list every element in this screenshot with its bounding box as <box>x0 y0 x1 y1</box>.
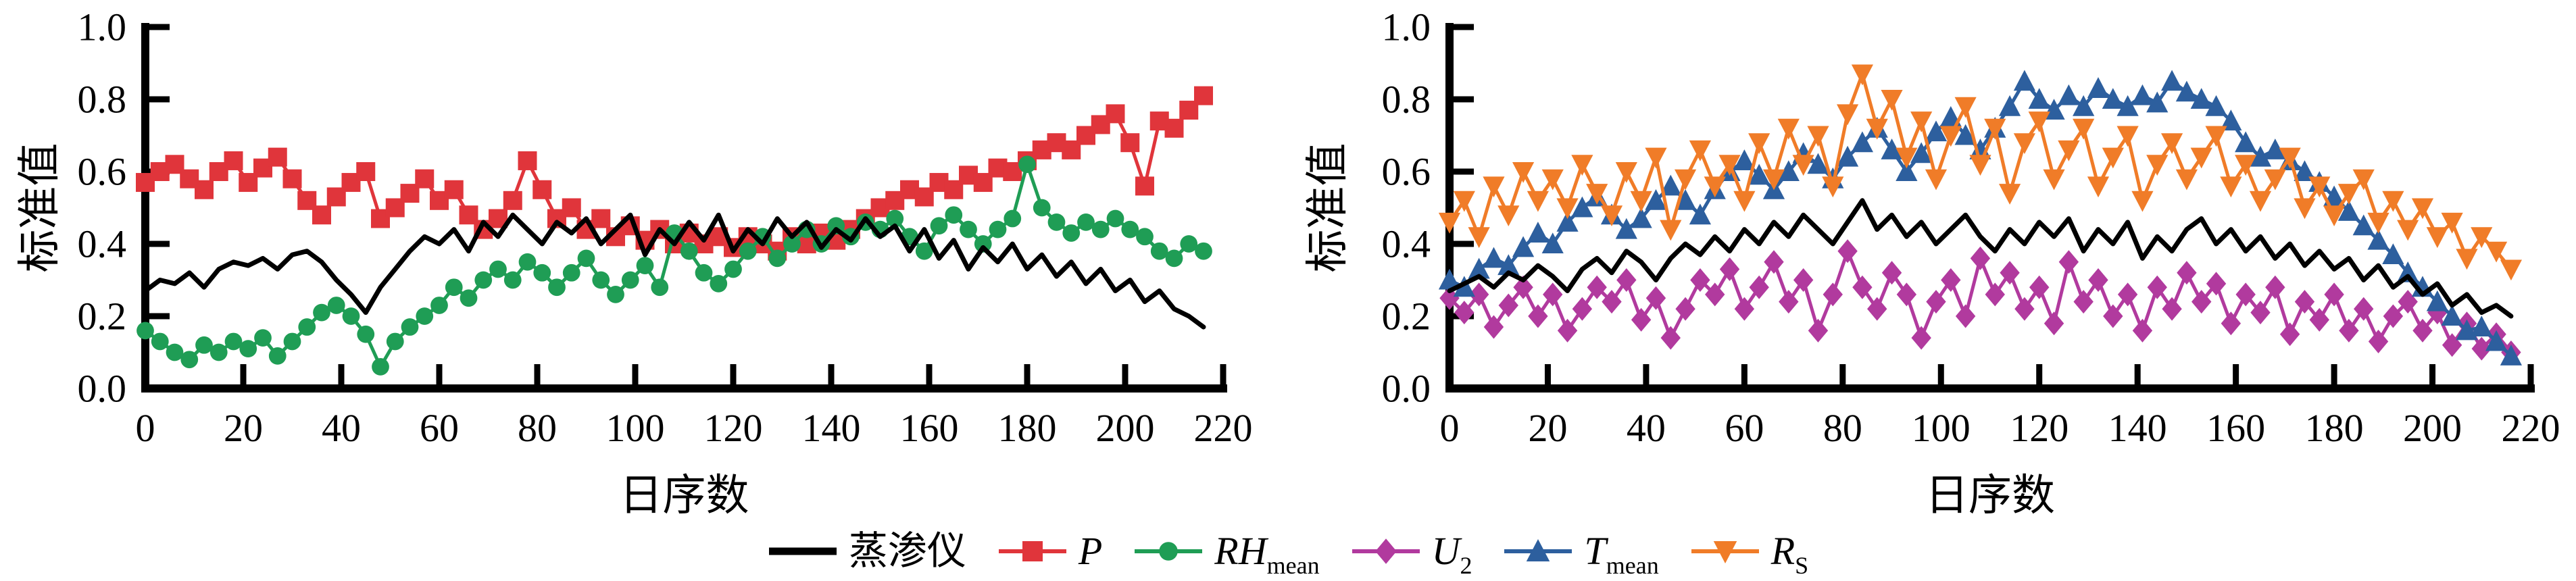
legend-item-U_2: U2 <box>1351 529 1472 579</box>
series-R_S <box>1438 64 2523 281</box>
legend-item-RH_mean: RHmean <box>1133 529 1320 579</box>
series-RH_mean <box>137 155 1212 376</box>
series-T_mean-markers <box>1438 70 2523 365</box>
y-tick-label: 1.0 <box>78 5 127 49</box>
legend-item-lysimeter: 蒸渗仪 <box>768 531 966 572</box>
x-tick-label: 200 <box>2403 406 2462 450</box>
y-tick-label: 0.8 <box>1382 78 1431 122</box>
legend-item-T_mean: Tmean <box>1503 529 1659 579</box>
series-蒸渗仪-line <box>1447 198 2514 319</box>
x-tick-label: 140 <box>2108 406 2167 450</box>
axes: 0.0 0.2 0.4 0.6 0.8 1.0 0 20 40 60 80 100 120 140 160 1… <box>1382 5 2560 450</box>
legend-item-R_S: RS <box>1690 529 1809 579</box>
x-tick-label: 200 <box>1096 406 1155 450</box>
x-tick-label: 60 <box>1725 406 1764 450</box>
series-T_mean <box>1438 70 2523 365</box>
y-axis-title: 标准值 <box>1304 143 1352 273</box>
x-tick-label: 220 <box>1194 406 1253 450</box>
y-tick-label: 0.4 <box>78 222 127 266</box>
series-U_2 <box>1439 239 2521 364</box>
x-tick-label: 140 <box>802 406 861 450</box>
y-tick-label: 1.0 <box>1382 5 1431 49</box>
x-tick-label: 20 <box>224 406 263 450</box>
series-U_2-markers <box>1439 239 2521 364</box>
legend-label: RS <box>1770 529 1809 579</box>
series-R_S-markers <box>1438 64 2523 281</box>
y-tick-label: 0.4 <box>1382 222 1431 266</box>
legend-label: U2 <box>1431 529 1472 579</box>
x-tick-label: 120 <box>704 406 763 450</box>
x-axis-title: 日序数 <box>620 472 749 520</box>
series-蒸渗仪-line <box>143 212 1206 330</box>
x-tick-label: 180 <box>2305 406 2364 450</box>
y-tick-label: 0.6 <box>1382 150 1431 194</box>
legend-label: RHmean <box>1214 529 1320 579</box>
diamond-marker-icon <box>1352 538 1420 564</box>
legend-label: 蒸渗仪 <box>848 529 966 573</box>
x-tick-label: 60 <box>420 406 459 450</box>
triangle-down-marker-icon <box>1691 541 1759 563</box>
axes: 0.0 0.2 0.4 0.6 0.8 1.0 0 20 40 60 80 100 120 140 160 1… <box>78 5 1253 450</box>
x-tick-label: 40 <box>322 406 361 450</box>
legend-label: P <box>1078 529 1103 573</box>
series-RH_mean-markers <box>137 155 1212 376</box>
figure-legend: 蒸渗仪 P RHmean U2 Tmean RS <box>0 522 2576 581</box>
left-chart: 0.0 0.2 0.4 0.6 0.8 1.0 0 20 40 60 80 100 120 140 160 1… <box>16 5 1253 520</box>
y-tick-label: 0.0 <box>78 367 127 411</box>
x-tick-label: 80 <box>1823 406 1862 450</box>
square-marker-icon <box>998 541 1066 561</box>
x-tick-label: 80 <box>518 406 557 450</box>
x-axis-title: 日序数 <box>1925 472 2055 520</box>
legend-label: Tmean <box>1584 529 1659 579</box>
x-tick-label: 160 <box>900 406 959 450</box>
series-蒸渗仪 <box>143 212 1206 330</box>
y-axis-title: 标准值 <box>16 143 64 273</box>
x-tick-label: 120 <box>2010 406 2069 450</box>
triangle-up-marker-icon <box>1504 539 1572 561</box>
x-tick-label: 100 <box>1912 406 1971 450</box>
y-tick-label: 0.0 <box>1382 367 1431 411</box>
y-tick-label: 0.8 <box>78 78 127 122</box>
x-tick-label: 40 <box>1627 406 1666 450</box>
circle-marker-icon <box>1135 542 1203 561</box>
x-tick-label: 180 <box>998 406 1057 450</box>
y-tick-label: 0.2 <box>1382 295 1431 338</box>
legend-item-P: P <box>997 531 1102 572</box>
x-tick-label: 0 <box>136 406 155 450</box>
right-chart: 0.0 0.2 0.4 0.6 0.8 1.0 0 20 40 60 80 100 120 140 160 1… <box>1304 5 2560 520</box>
x-tick-label: 220 <box>2502 406 2560 450</box>
x-tick-label: 100 <box>606 406 665 450</box>
x-tick-label: 160 <box>2206 406 2265 450</box>
line-sample-icon <box>768 547 837 555</box>
series-蒸渗仪 <box>1447 198 2514 319</box>
y-tick-label: 0.6 <box>78 150 127 194</box>
x-tick-label: 0 <box>1440 406 1460 450</box>
x-tick-label: 20 <box>1528 406 1567 450</box>
y-tick-label: 0.2 <box>78 295 127 338</box>
